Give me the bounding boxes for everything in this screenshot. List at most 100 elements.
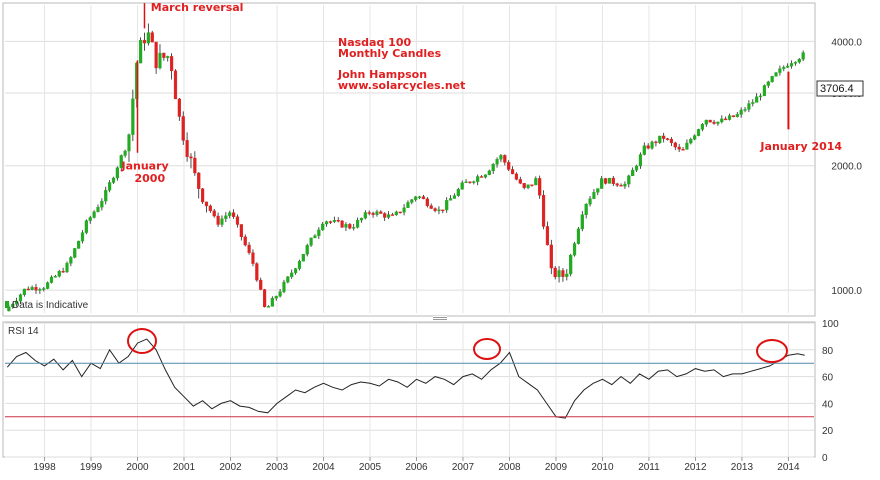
data-indicative-note: Data is Indicative [5,300,89,311]
candle-body [278,291,282,297]
candle-body [108,182,112,191]
candle-body [26,288,30,291]
candle-body [38,289,42,291]
candle-body [565,273,569,277]
candle-body [127,134,131,152]
candle-body [631,169,635,177]
candle-body [510,169,515,175]
candle-body [46,282,50,289]
candle-body [793,61,797,64]
x-tick-label: 2014 [777,462,800,473]
candle-body [731,115,736,118]
candle-body [588,198,592,205]
candle-body [235,216,240,225]
candle-body [708,119,712,123]
candle-body [530,184,534,186]
candle-body [11,303,15,308]
candle-body [166,56,170,58]
candle-body [448,198,453,201]
candle-body [514,173,519,180]
candle-body [57,270,61,277]
rsi-y-tick-label: 60 [822,373,834,384]
candle-body [410,199,414,203]
panel-splitter-handle[interactable] [433,316,447,321]
annotation-january: January [121,160,169,173]
candle-body [696,129,701,136]
candle-body [363,212,367,219]
svg-text:3706.4: 3706.4 [820,83,854,95]
candle-body [398,211,402,214]
candle-body [747,103,751,110]
candle-body [286,276,290,283]
x-tick-label: 2013 [731,462,754,473]
candle-body [681,149,685,151]
candle-body [189,156,193,159]
candle-body [61,270,65,273]
candle-body [220,218,224,225]
rsi-y-tick-label: 0 [822,453,828,464]
candle-body [538,178,542,196]
candle-body [359,217,364,221]
x-tick-label: 1999 [80,462,103,473]
candle-body [53,275,57,278]
price-panel-frame [2,2,816,317]
candle-body [689,139,693,144]
candle-body [495,159,499,165]
candle-body [445,200,449,211]
candle-body [301,254,305,262]
candle-body [177,98,181,117]
candle-body [154,41,158,69]
candle-body [549,244,553,269]
candle-body [170,56,174,72]
rsi-y-tick-label: 80 [822,346,834,357]
candle-body [646,145,650,149]
candle-body [197,172,201,189]
candle-body [611,177,615,184]
candle-body [693,135,697,140]
candle-body [685,142,689,150]
x-tick-label: 2009 [545,462,568,473]
candle-body [603,178,608,184]
rsi-label: RSI 14 [8,326,39,337]
candle-body [483,174,488,178]
candle-body [336,220,340,222]
last-value-badge: 3706.4 [816,80,864,97]
candle-body [123,150,127,156]
rsi-y-tick-label: 40 [822,399,834,410]
price-y-tick-label: 2000.0 [831,162,862,173]
x-tick-label: 2012 [684,462,707,473]
x-tick-label: 2008 [498,462,521,473]
rsi-panel-frame [2,321,816,458]
candle-body [801,52,805,60]
candle-body [390,214,395,216]
candle-body [720,118,724,123]
candle-body [677,146,681,150]
candle-body [479,176,484,178]
candle-body [569,254,573,275]
candle-body [42,288,46,290]
candle-body [375,211,379,215]
candle-body [158,52,162,69]
annotation-january-2014: January 2014 [759,140,842,153]
candle-body [317,229,321,236]
candle-body [414,196,418,200]
candle-body [417,196,422,198]
candle-body [406,202,410,209]
x-tick-label: 2000 [126,462,149,473]
candle-body [104,189,108,202]
svg-text:Data is Indicative: Data is Indicative [12,300,89,311]
chart-title-line-2: Monthly Candles [338,47,442,60]
candle-body [441,209,445,212]
candle-body [15,300,19,305]
candle-body [201,188,205,203]
candle-body [328,221,333,223]
candle-body [797,59,801,63]
candle-body [119,155,123,168]
candle-body [673,142,677,148]
candle-body [80,232,85,242]
candle-body [766,81,770,86]
x-tick-label: 2010 [591,462,614,473]
candle-body [786,65,790,68]
x-tick-label: 2001 [173,462,196,473]
candle-body [193,157,197,174]
